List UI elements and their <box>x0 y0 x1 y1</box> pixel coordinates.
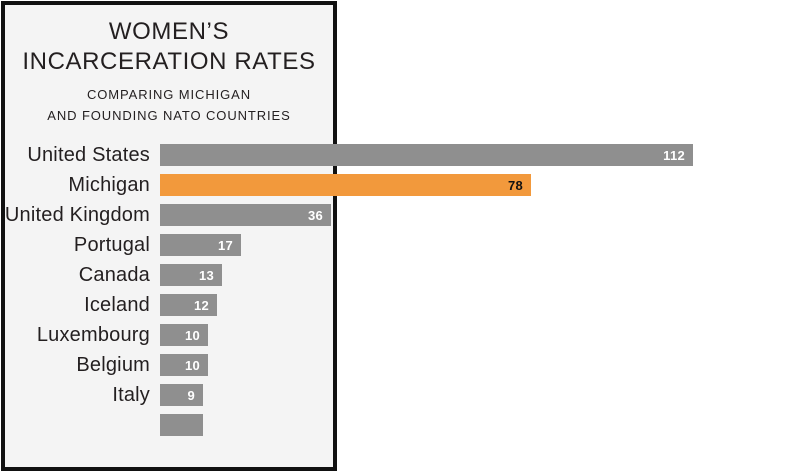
chart-title: WOMEN’S INCARCERATION RATES <box>5 5 333 77</box>
bar-value-label: 112 <box>663 147 685 163</box>
category-label: Michigan <box>68 173 150 196</box>
bar-row: United Kingdom 36 <box>0 200 800 230</box>
bar-row: Belgium 10 <box>0 350 800 380</box>
bar: 12 <box>160 294 217 316</box>
category-label: United States <box>27 143 150 166</box>
bar: 10 <box>160 354 208 376</box>
chart-subtitle-line-2: AND FOUNDING NATO COUNTRIES <box>47 108 291 123</box>
bar-highlight: 78 <box>160 174 531 196</box>
bar-row: Canada 13 <box>0 260 800 290</box>
bar-value-label: 13 <box>198 267 214 283</box>
bar-value-label: 10 <box>184 357 200 373</box>
bar-value-label: 36 <box>307 207 323 223</box>
bar: 10 <box>160 324 208 346</box>
category-label: Luxembourg <box>36 323 150 346</box>
bar-row: United States 112 <box>0 140 800 170</box>
category-label: Iceland <box>84 293 150 316</box>
bar-value-label: 9 <box>187 387 195 403</box>
bar <box>160 414 203 436</box>
bar-value-label: 17 <box>217 237 233 253</box>
bar: 17 <box>160 234 241 256</box>
bar: 36 <box>160 204 331 226</box>
category-label: Canada <box>78 263 150 286</box>
bar: 13 <box>160 264 222 286</box>
bar-row: Italy 9 <box>0 380 800 410</box>
bar: 112 <box>160 144 693 166</box>
bar-row: Portugal 17 <box>0 230 800 260</box>
bar-row: Luxembourg 10 <box>0 320 800 350</box>
chart-subtitle: COMPARING MICHIGAN AND FOUNDING NATO COU… <box>5 84 333 126</box>
bar-row: Iceland 12 <box>0 290 800 320</box>
chart-title-line-1: WOMEN’S <box>108 18 230 45</box>
bar-row <box>0 410 800 440</box>
category-label: Portugal <box>73 233 150 256</box>
chart-title-line-2: INCARCERATION RATES <box>22 48 316 75</box>
bar-value-label: 12 <box>193 297 209 313</box>
bar: 9 <box>160 384 203 406</box>
category-label: Italy <box>112 383 150 406</box>
bar-value-label: 10 <box>184 327 200 343</box>
bar-chart-rows: United States 112 Michigan 78 United Kingdom… <box>0 140 800 440</box>
bar-value-label: 78 <box>507 177 523 193</box>
category-label: United Kingdom <box>4 203 150 226</box>
bar-row: Michigan 78 <box>0 170 800 200</box>
chart-subtitle-line-1: COMPARING MICHIGAN <box>86 87 252 102</box>
category-label: Belgium <box>76 353 150 376</box>
